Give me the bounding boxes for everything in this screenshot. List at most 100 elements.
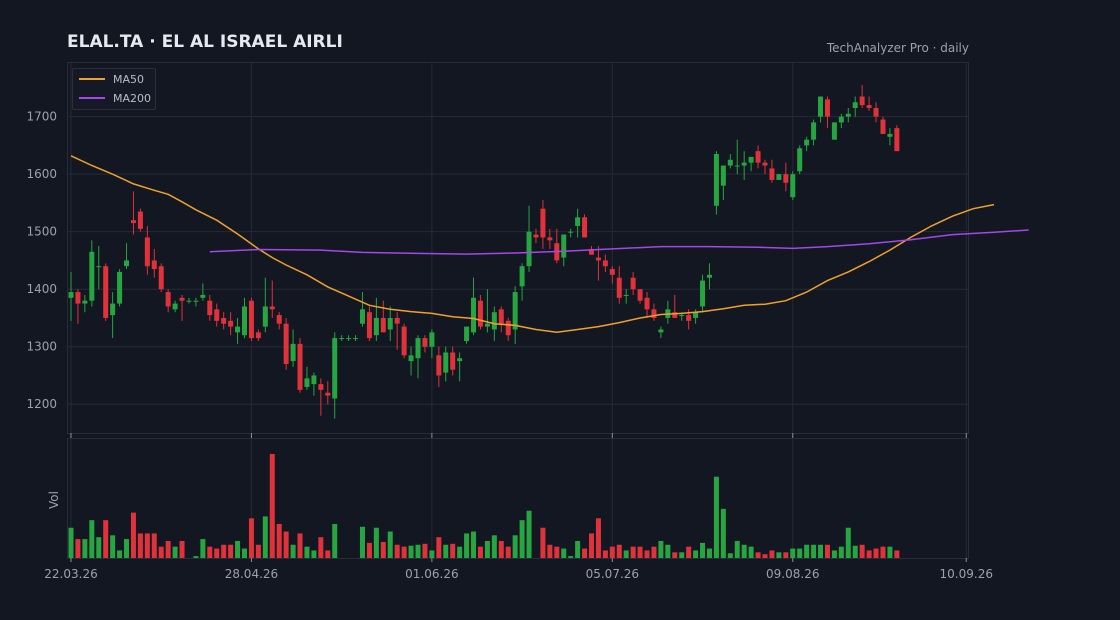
volume-bar [741, 544, 747, 558]
candle-body [464, 326, 470, 341]
volume-bar [158, 546, 164, 558]
price-tick-label: 1400 [26, 282, 57, 296]
candle-body [422, 338, 428, 347]
candle-body [582, 217, 588, 238]
volume-bar [124, 539, 130, 558]
date-tick-label: 10.09.26 [940, 567, 993, 581]
volume-bar [540, 527, 546, 558]
volume-bar [304, 546, 310, 558]
volume-bar [394, 544, 400, 558]
candle-body [401, 326, 407, 356]
volume-panel-frame [67, 438, 969, 559]
volume-bar [679, 552, 685, 558]
volume-bar [89, 520, 95, 558]
candle-body [200, 294, 206, 298]
candle-body [255, 332, 261, 339]
volume-bar [755, 552, 761, 558]
candle-body [880, 119, 886, 134]
candle-body [117, 271, 123, 304]
candle-body [415, 338, 421, 359]
volume-bar [748, 546, 754, 558]
volume-bar [637, 546, 643, 558]
candle-body [443, 352, 449, 373]
candle-body [887, 133, 893, 137]
volume-bar [561, 548, 567, 558]
candle-body [769, 168, 775, 180]
candle-body [457, 358, 463, 362]
volume-bar [582, 548, 588, 558]
candle-body [700, 280, 706, 307]
volume-bars [68, 454, 900, 558]
candle-body [290, 343, 296, 362]
volume-bar [575, 540, 581, 558]
candle-body [755, 151, 761, 163]
volume-bar [450, 543, 456, 558]
volume-bar [380, 541, 386, 558]
candle-body [568, 231, 574, 233]
candle-body [623, 294, 629, 296]
candle-body [68, 292, 74, 298]
candle-body [706, 274, 712, 278]
candle-body [228, 320, 234, 327]
candle-body [151, 260, 157, 270]
candle-body [505, 320, 511, 336]
candle-body [575, 217, 581, 226]
volume-bar [110, 535, 116, 558]
volume-bar [790, 548, 796, 558]
volume-bar [762, 554, 768, 558]
candle-body [533, 234, 539, 238]
candle-body [276, 315, 282, 324]
candle-body [845, 113, 851, 117]
volume-bar [609, 546, 615, 558]
candle-body [179, 297, 185, 301]
volume-bar [734, 540, 740, 558]
volume-bar [242, 548, 247, 558]
volume-bar [283, 531, 289, 558]
volume-bar [200, 539, 206, 558]
candle-body [540, 208, 546, 238]
price-tick-label: 1600 [26, 167, 57, 181]
candle-body [144, 237, 150, 267]
volume-bar [262, 516, 268, 558]
candle-body [186, 300, 192, 302]
volume-bar [693, 550, 699, 558]
volume-bar [519, 520, 525, 558]
candle-body [658, 329, 664, 333]
volume-bar [318, 537, 324, 558]
ma200-swatch [79, 97, 105, 99]
volume-bar [824, 544, 830, 558]
candle-body [311, 375, 317, 385]
candle-body [672, 312, 678, 318]
volume-bar [686, 546, 692, 558]
candle-body [332, 338, 338, 399]
volume-bar [144, 533, 150, 558]
candles [68, 85, 900, 419]
candle-body [838, 116, 844, 123]
price-panel-frame [67, 62, 969, 434]
candle-body [262, 306, 268, 327]
candle-body [727, 159, 733, 166]
volume-bar [602, 550, 608, 558]
candle-body [602, 260, 608, 267]
volume-bar [429, 550, 435, 558]
candle-body [512, 292, 518, 330]
volume-bar [845, 527, 851, 558]
brand-label: TechAnalyzer Pro · daily [826, 41, 969, 55]
candle-body [325, 392, 331, 396]
volume-bar [894, 550, 900, 558]
volume-bar [644, 550, 650, 558]
candle-body [852, 102, 858, 109]
candle-body [498, 309, 504, 324]
volume-bar [776, 552, 782, 558]
candle-body [762, 162, 768, 166]
date-tick-label: 01.06.26 [405, 567, 458, 581]
candle-body [137, 211, 143, 229]
volume-bar [616, 544, 622, 558]
volume-bar [526, 510, 532, 558]
candle-body [609, 269, 615, 275]
candle-body [75, 292, 81, 304]
volume-bar [165, 540, 171, 558]
candle-body [734, 165, 740, 167]
candle-body [748, 156, 754, 163]
